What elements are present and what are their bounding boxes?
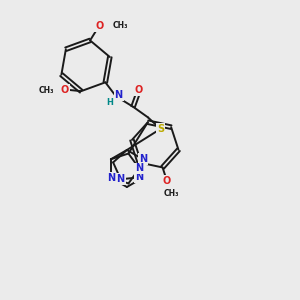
Text: O: O <box>163 176 171 186</box>
Text: CH₃: CH₃ <box>164 189 179 198</box>
Text: O: O <box>61 85 69 94</box>
Text: N: N <box>135 164 143 173</box>
Text: N: N <box>107 173 115 183</box>
Text: H: H <box>106 98 113 107</box>
Text: CH₃: CH₃ <box>38 86 54 95</box>
Text: CH₃: CH₃ <box>112 21 128 30</box>
Text: O: O <box>95 21 103 31</box>
Text: N: N <box>117 174 125 184</box>
Text: N: N <box>139 154 147 164</box>
Text: N: N <box>115 90 123 100</box>
Text: N: N <box>135 172 143 182</box>
Text: O: O <box>135 85 143 95</box>
Text: S: S <box>157 124 164 134</box>
